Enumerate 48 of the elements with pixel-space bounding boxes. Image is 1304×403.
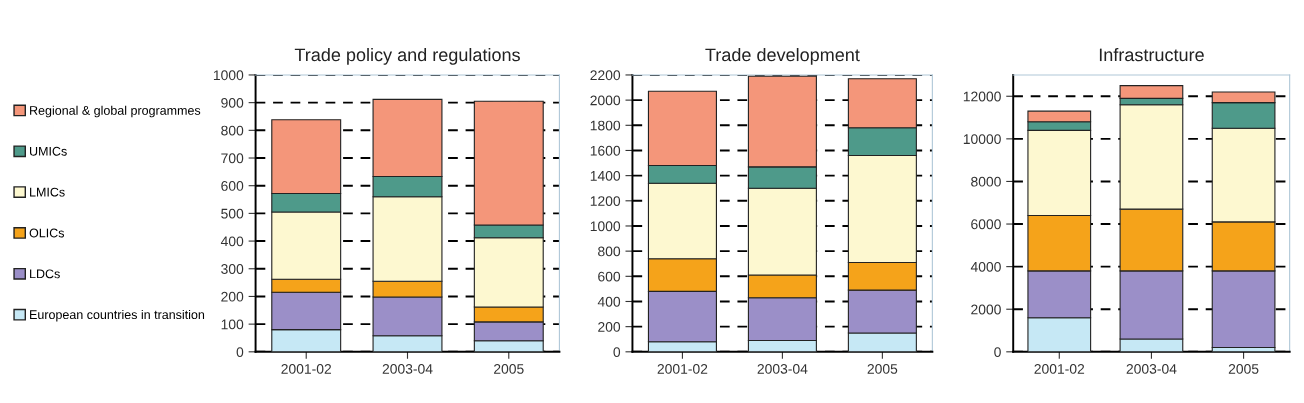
y-tick-label: 6000 (971, 219, 1001, 230)
x-tick-label: 2003-04 (1126, 363, 1177, 374)
y-tick-label: 10000 (963, 134, 1001, 145)
legend-label: OLICs (29, 228, 65, 238)
legend-label: UMICs (30, 146, 67, 156)
y-tick-label: 0 (613, 347, 621, 357)
x-tick-label: 2001-02 (657, 363, 708, 374)
y-tick-label: 800 (221, 125, 244, 136)
y-tick-label: 0 (236, 347, 244, 357)
y-tick-label: 0 (994, 347, 1001, 357)
y-tick-label: 400 (220, 236, 244, 247)
y-tick-label: 1000 (590, 221, 621, 232)
y-tick-label: 2000 (590, 95, 621, 106)
legend-label: LDCs (30, 269, 60, 279)
chart-title: Trade policy and regulations (294, 47, 520, 65)
y-tick-label: 200 (598, 321, 621, 332)
y-tick-label: 500 (221, 208, 244, 219)
legend-label: Regional & global programmes (30, 105, 201, 118)
legend-label: LMICs (30, 187, 65, 197)
y-tick-label: 600 (221, 181, 244, 191)
y-tick-label: 12000 (963, 91, 1001, 102)
y-tick-label: 1000 (213, 70, 244, 81)
x-tick-label: 2001-02 (1034, 363, 1085, 374)
y-tick-label: 1400 (590, 170, 621, 181)
y-tick-label: 2000 (971, 304, 1001, 315)
y-tick-label: 800 (598, 246, 621, 257)
y-tick-label: 8000 (971, 176, 1001, 187)
y-tick-label: 1800 (590, 120, 621, 131)
y-tick-label: 4000 (970, 261, 1001, 272)
x-tick-label: 2001-02 (281, 363, 332, 374)
y-tick-label: 1600 (590, 145, 621, 156)
y-tick-label: 600 (598, 271, 621, 282)
x-tick-label: 2005 (494, 363, 524, 374)
y-tick-label: 700 (221, 153, 244, 164)
chart-title: Trade development (705, 47, 860, 65)
y-tick-label: 900 (221, 97, 244, 108)
y-tick-label: 100 (221, 319, 244, 330)
x-tick-label: 2005 (867, 363, 898, 374)
y-tick-label: 400 (597, 296, 621, 307)
x-tick-label: 2003-04 (757, 363, 808, 374)
legend-label: European countries in transition (30, 309, 205, 322)
x-tick-label: 2003-04 (382, 363, 433, 374)
x-tick-label: 2005 (1228, 363, 1259, 374)
y-tick-label: 300 (221, 264, 244, 274)
y-tick-label: 2200 (590, 70, 621, 81)
chart-title: Infrastructure (1099, 48, 1204, 62)
y-tick-label: 200 (221, 291, 244, 302)
y-tick-label: 1200 (590, 196, 621, 206)
